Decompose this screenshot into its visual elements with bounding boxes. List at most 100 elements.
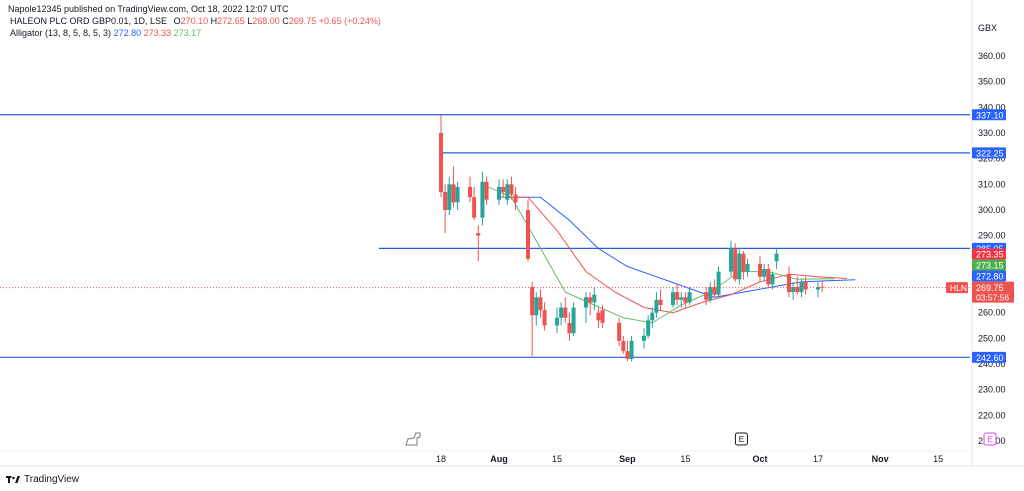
candle — [716, 266, 721, 298]
candle-body — [745, 263, 750, 272]
candle-body — [501, 186, 506, 193]
dino-mascot-outline — [405, 432, 421, 446]
candle — [476, 225, 481, 262]
y-tick-label: 360.00 — [978, 51, 1006, 61]
symbol-legend: HALEON PLC ORD GBP0.01, 1D, LSE O270.10 … — [10, 16, 381, 26]
candle-body — [679, 297, 684, 300]
y-tick-label: 240.00 — [978, 359, 1006, 369]
level-price-label: 322.25 — [976, 148, 1004, 158]
y-tick-label: 220.00 — [978, 410, 1006, 420]
x-tick-label: 15 — [933, 454, 943, 464]
candle-body — [770, 274, 775, 285]
candle-body — [451, 184, 456, 203]
x-tick-label: 17 — [813, 454, 823, 464]
candle — [712, 279, 717, 298]
alligator-lips-line — [482, 183, 835, 324]
indicator-price-label: 273.15 — [976, 261, 1004, 271]
alligator-label: Alligator (13, 8, 5, 8, 5, 3) — [10, 28, 112, 38]
candle-body — [567, 322, 572, 334]
candle-body — [704, 292, 709, 300]
candle-body — [687, 292, 692, 303]
tradingview-logo-icon — [6, 475, 20, 483]
candle — [497, 179, 501, 205]
candle — [642, 328, 646, 349]
candle-body — [584, 297, 588, 308]
x-tick-label: Oct — [752, 454, 767, 464]
indicator-price-label: 273.35 — [976, 250, 1004, 260]
candle-body — [642, 335, 646, 341]
level-price-label: 242.60 — [976, 353, 1004, 363]
candle-body — [683, 297, 688, 303]
candle — [733, 243, 738, 282]
candle — [468, 176, 472, 203]
high-value: 272.65 — [217, 16, 245, 26]
indicator-price-label: 272.80 — [976, 272, 1004, 282]
candle — [741, 251, 746, 280]
candle — [770, 271, 775, 290]
candle — [646, 315, 651, 339]
candle-body — [758, 263, 762, 277]
candle — [596, 307, 601, 329]
candle — [509, 176, 514, 200]
tradingview-brand: TradingView — [24, 474, 80, 485]
candle — [787, 266, 791, 298]
candle-body — [791, 287, 796, 293]
candle — [501, 179, 506, 198]
alligator-lips-value: 273.17 — [173, 28, 202, 38]
candle-body — [571, 307, 576, 334]
level-price-badge — [972, 147, 1006, 159]
candle-body — [505, 184, 510, 200]
close-value: 269.75 — [288, 16, 317, 26]
candle-body — [497, 186, 501, 200]
earnings-event-marker: E — [734, 432, 748, 446]
candle — [451, 166, 456, 208]
symbol-badge-label: HLN — [950, 283, 967, 293]
candle-body — [737, 253, 742, 280]
open-label: O — [173, 16, 181, 26]
level-price-badge — [972, 109, 1006, 121]
candle-body — [455, 186, 460, 203]
candle-body — [592, 294, 597, 303]
candle-body — [803, 281, 808, 290]
candle — [625, 340, 630, 362]
candle — [704, 287, 709, 305]
candle-body — [513, 194, 518, 203]
candle — [526, 199, 530, 262]
y-tick-label: 290.00 — [978, 231, 1006, 241]
candle-body — [468, 186, 472, 198]
close-label: C — [282, 16, 289, 26]
y-tick-label: 350.00 — [978, 77, 1006, 87]
candle-body — [762, 269, 767, 277]
candle-body — [741, 253, 746, 272]
candle — [588, 292, 593, 316]
candle-body — [708, 287, 713, 300]
candle-body — [716, 271, 721, 295]
candle-body — [787, 274, 791, 293]
y-tick-label: 340.00 — [978, 102, 1006, 112]
candle-body — [617, 322, 622, 341]
candle-body — [712, 287, 717, 295]
candle — [708, 281, 713, 303]
candle-body — [600, 310, 605, 323]
candle — [571, 302, 576, 336]
candle — [671, 287, 675, 308]
alligator-legend: Alligator (13, 8, 5, 8, 5, 3) 272.80 273… — [10, 28, 201, 38]
open-value: 270.10 — [180, 16, 209, 26]
earnings-event-marker: E — [983, 432, 997, 446]
candle-body — [538, 297, 543, 311]
candle — [675, 284, 680, 305]
level-price-badge — [972, 351, 1006, 363]
candle-body — [650, 312, 655, 321]
y-tick-label: 330.00 — [978, 128, 1006, 138]
candle-body — [443, 192, 448, 210]
candle — [563, 297, 568, 323]
candle-body — [629, 340, 634, 359]
candle — [758, 256, 762, 282]
candle — [745, 258, 750, 277]
candle-body — [472, 197, 477, 218]
candle-body — [654, 299, 659, 313]
indicator-price-badge — [972, 270, 1006, 282]
candle-body — [675, 292, 680, 300]
candle — [455, 181, 460, 210]
